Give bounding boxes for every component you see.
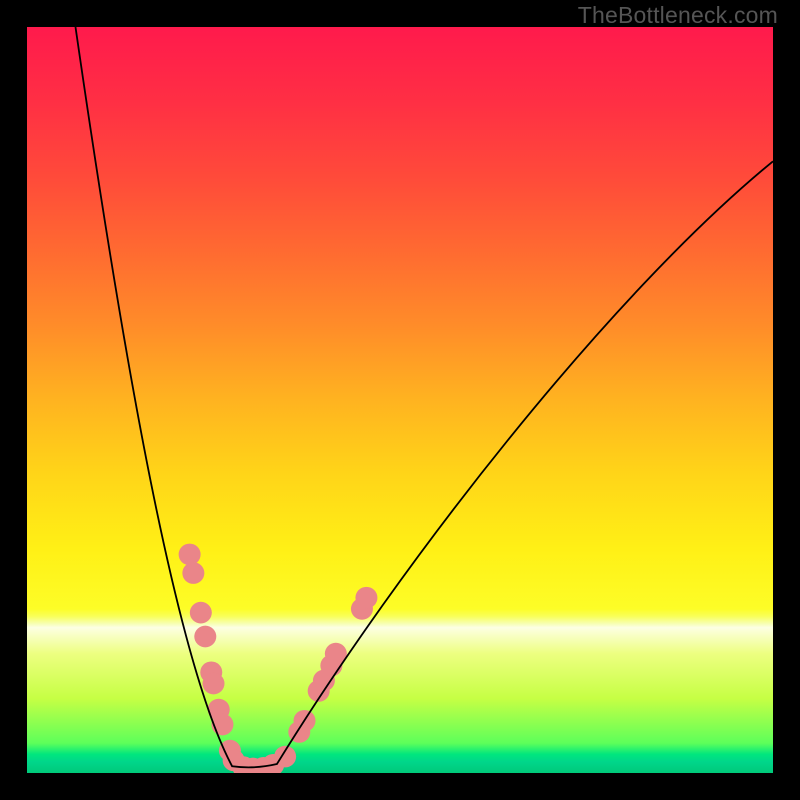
watermark-text: TheBottleneck.com	[578, 2, 778, 29]
marker-point	[203, 673, 225, 695]
marker-point	[179, 544, 201, 566]
marker-point	[190, 602, 212, 624]
bottleneck-curve	[75, 27, 773, 767]
marker-point	[211, 714, 233, 736]
figure-root: TheBottleneck.com	[0, 0, 800, 800]
marker-point	[182, 562, 204, 584]
plot-area	[27, 27, 773, 784]
marker-point	[194, 626, 216, 648]
curve-layer	[27, 27, 773, 773]
marker-point	[355, 587, 377, 609]
data-markers	[179, 544, 378, 773]
